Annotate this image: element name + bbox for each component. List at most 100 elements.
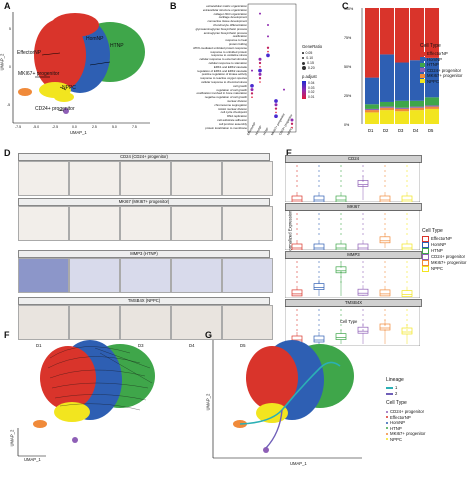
legend-item: CD24+ progenitor — [420, 68, 462, 74]
outlier — [406, 213, 408, 215]
outlier — [384, 218, 386, 220]
panel-f-x-label: UMAP_1 — [24, 457, 41, 462]
go-term-label: ossification — [232, 35, 247, 39]
outlier — [296, 271, 298, 273]
legend-swatch — [422, 242, 429, 248]
dot — [259, 81, 261, 83]
dot — [251, 69, 253, 72]
outlier — [406, 271, 408, 273]
legend-label: HTNP — [390, 425, 402, 431]
outlier — [296, 165, 298, 167]
outlier — [384, 223, 386, 225]
outlier — [318, 180, 320, 182]
bar-segment — [425, 106, 439, 109]
outlier — [340, 281, 342, 283]
outlier — [296, 276, 298, 278]
go-term-label: cellular response to chemical stress — [201, 80, 247, 84]
outlier — [296, 170, 298, 172]
panel-e-legend-title: Cell Type — [422, 228, 443, 234]
bar-segment — [395, 8, 409, 63]
lineage-legend-1: 1 — [386, 385, 397, 390]
facet-strip: CD24 — [285, 155, 422, 163]
outlier — [362, 180, 364, 182]
bar-segment — [365, 110, 379, 113]
go-term-label: cell-substrate adhesion — [217, 118, 247, 122]
go-term-label: cellular response to external stimulus — [199, 58, 247, 62]
outlier — [318, 329, 320, 331]
outlier — [384, 185, 386, 187]
legend-dot — [386, 438, 388, 441]
dot — [274, 103, 278, 107]
outlier — [296, 314, 298, 316]
dot — [258, 77, 262, 80]
ihc-row-title: TMSB4X (NPPC) — [18, 297, 270, 305]
legend-label: EffectorNP — [431, 236, 452, 242]
y-tick: 25% — [344, 94, 352, 98]
panel-b-dotplot — [247, 3, 297, 133]
outlier — [296, 175, 298, 177]
label-homnp: HomNP — [86, 36, 104, 42]
outlier — [340, 223, 342, 225]
size-legend-dot — [302, 52, 304, 54]
legend-item: CD24+ progenitor — [422, 254, 466, 260]
color-legend-value: 0.03 — [308, 85, 315, 90]
panel-c-stacked-bar: D1 D2 D3 D4 D5 100% 75% 50% 25% 0% — [344, 7, 439, 133]
outlier — [340, 170, 342, 172]
go-term-label: regulation of ERK1 and ERK2 cascade — [197, 69, 247, 73]
panel-label-b: B — [170, 1, 177, 11]
label-htnp: HTNP — [110, 43, 124, 49]
dot — [274, 107, 278, 110]
dot — [267, 35, 269, 38]
legend-label: NPPC — [427, 78, 439, 84]
dot — [266, 53, 270, 58]
legend-swatch — [420, 73, 425, 78]
outlier — [406, 329, 408, 331]
go-term-label: cell cycle checkpoint — [220, 111, 247, 115]
ihc-image — [171, 258, 222, 293]
bar-segment — [365, 108, 379, 111]
outlier — [296, 233, 298, 235]
panel-e-legend: EffectorNP HomNP HTNP CD24+ progenitor MKI67… — [422, 236, 466, 272]
panel-label-d: D — [4, 148, 11, 158]
label-nppc: NPPC — [62, 85, 76, 91]
legend-swatch — [422, 266, 429, 272]
panel-label-f: F — [4, 330, 10, 340]
box — [313, 283, 325, 290]
go-term-label: chromosome segregation — [214, 103, 247, 107]
outlier — [384, 314, 386, 316]
outlier — [318, 213, 320, 215]
legend-item: HomNP — [420, 57, 462, 63]
box — [313, 335, 325, 343]
ihc-image — [69, 161, 120, 196]
size-legend-value: 0.10 — [306, 56, 314, 60]
outlier — [340, 185, 342, 187]
outlier — [406, 228, 408, 230]
panel-g-x-label: UMAP_1 — [290, 461, 307, 466]
legend-swatch — [420, 51, 425, 56]
outlier — [362, 170, 364, 172]
outlier — [340, 228, 342, 230]
panel-label-g: G — [205, 330, 213, 340]
outlier — [340, 180, 342, 182]
ihc-image — [171, 206, 222, 241]
panel-g-celltype-legend: CD24+ progenitor EffectorNP HomNP HTNP MKI67… — [386, 409, 425, 442]
ihc-image — [222, 161, 273, 196]
y-tick: 0 — [9, 65, 11, 69]
outlier — [406, 185, 408, 187]
dot — [266, 46, 270, 49]
outlier — [384, 228, 386, 230]
legend-dot — [386, 432, 388, 435]
dot — [250, 92, 254, 95]
legend-dot — [386, 421, 388, 424]
outlier — [362, 266, 364, 268]
bar-segment — [410, 107, 424, 111]
legend-label: HomNP — [390, 420, 406, 425]
outlier — [384, 261, 386, 263]
go-term-label: chondrocyte differentiation — [213, 23, 247, 27]
box — [291, 243, 303, 250]
ihc-row-title: MMP3 (HTNP) — [18, 250, 270, 258]
outlier — [340, 271, 342, 273]
box — [291, 289, 303, 297]
bar-segment — [425, 105, 439, 107]
outlier — [384, 281, 386, 283]
